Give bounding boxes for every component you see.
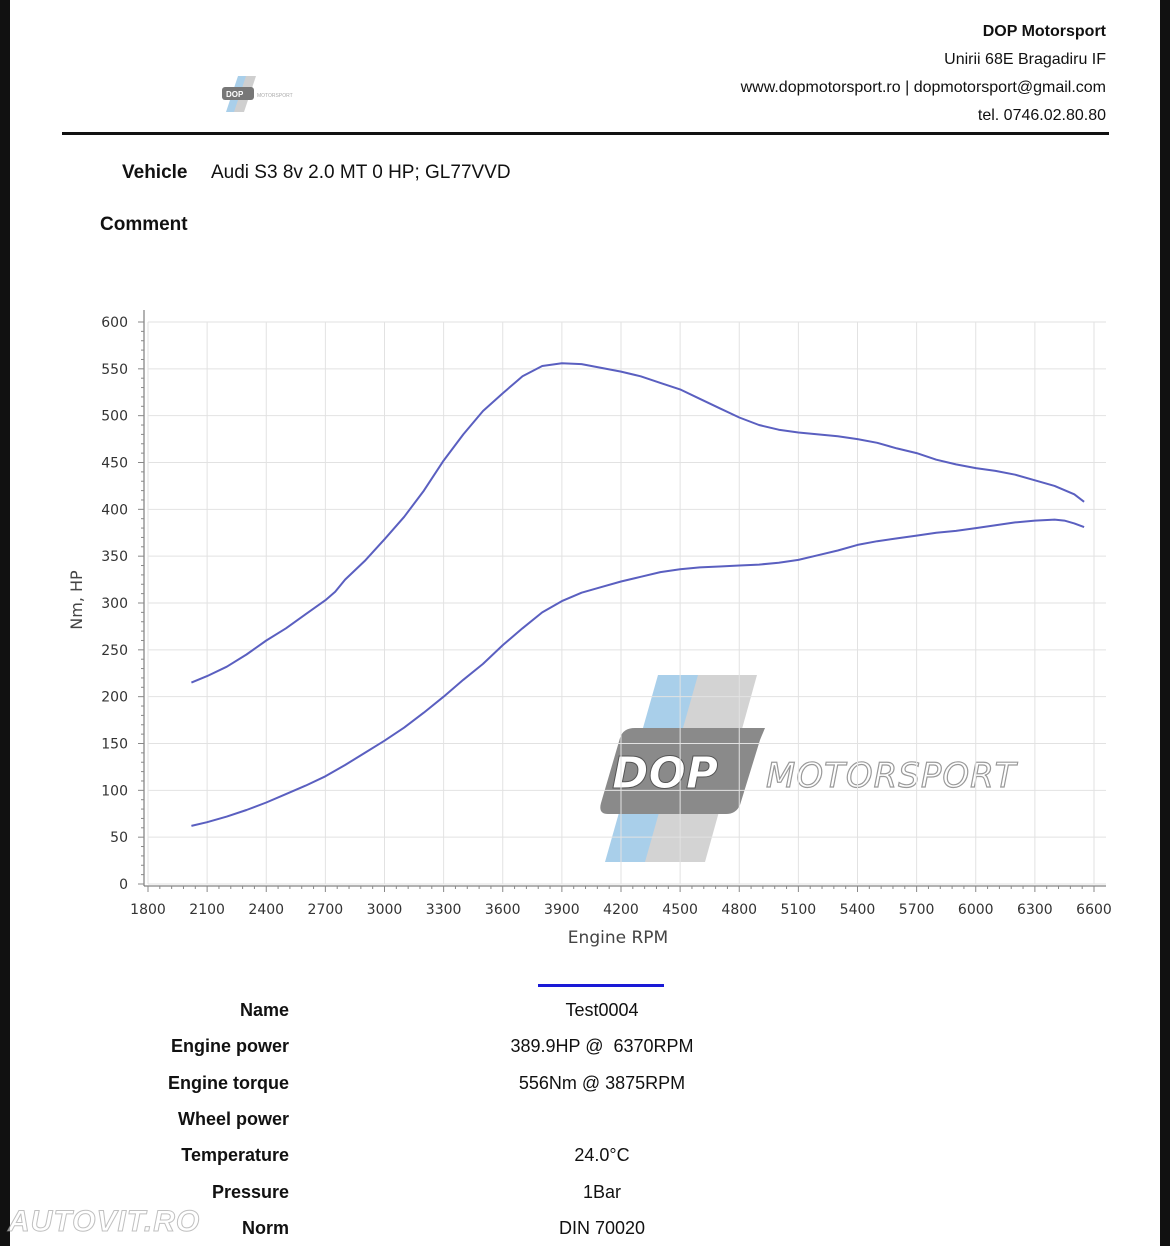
- result-row: Norm DIN 70020: [0, 1218, 1170, 1248]
- result-value: DIN 70020: [558, 1218, 646, 1238]
- y-axis-label: Nm, HP: [67, 570, 86, 630]
- vehicle-value: Audi S3 8v 2.0 MT 0 HP; GL77VVD: [211, 162, 511, 183]
- chart-axes: [138, 310, 1106, 892]
- x-tick-label: 5100: [781, 902, 817, 918]
- result-value: 1Bar: [582, 1182, 622, 1202]
- dop-watermark-logo: DOP MOTORSPORT: [600, 675, 1017, 862]
- x-tick-label: 3300: [426, 902, 462, 918]
- left-frame-border: [0, 0, 10, 1246]
- company-name: DOP Motorsport: [982, 23, 1106, 40]
- result-row: Wheel power: [0, 1109, 1170, 1139]
- x-tick-label: 4200: [603, 902, 639, 918]
- x-tick-label: 6000: [958, 902, 994, 918]
- company-web-email: www.dopmotorsport.ro | dopmotorsport@gma…: [740, 79, 1106, 96]
- x-tick-label: 4500: [662, 902, 698, 918]
- x-tick-label: 3000: [367, 902, 403, 918]
- watermark-mark: DOP: [612, 748, 718, 799]
- y-tick-label: 50: [110, 830, 128, 846]
- header-divider: [62, 132, 1109, 135]
- y-tick-label: 350: [101, 549, 128, 565]
- result-value: 556Nm @ 3875RPM: [518, 1073, 686, 1093]
- dop-logo-small: DOP MOTORSPORT: [222, 76, 293, 112]
- chart-tick-labels: 1800 2100 2400 2700 3000 3300 3600 3900 4200 4500…: [101, 315, 1112, 918]
- result-row: Name Test0004: [0, 1000, 1170, 1030]
- y-tick-label: 300: [101, 596, 128, 612]
- company-header: DOP Motorsport Unirii 68E Bragadiru IF w…: [741, 18, 1106, 130]
- y-tick-label: 200: [101, 690, 128, 706]
- result-row: Engine power 389.9HP @ 6370RPM: [0, 1036, 1170, 1066]
- series-line-1: [191, 362, 1085, 684]
- y-tick-label: 250: [101, 643, 128, 659]
- result-key: Engine power: [170, 1036, 289, 1056]
- y-tick-label: 100: [101, 783, 128, 799]
- result-key: Name: [239, 1000, 289, 1020]
- chart-curves: [191, 362, 1085, 827]
- x-tick-label: 2100: [189, 902, 225, 918]
- result-key: Norm: [241, 1218, 289, 1238]
- y-tick-label: 150: [101, 737, 128, 753]
- x-tick-label: 4800: [721, 902, 757, 918]
- logo-small-subtitle: MOTORSPORT: [257, 93, 293, 99]
- dyno-chart: DOP MOTORSPORT 1800 2100 2400 2700 3000 3300 36…: [67, 310, 1112, 948]
- x-tick-label: 1800: [130, 902, 166, 918]
- result-key: Temperature: [181, 1145, 289, 1165]
- result-value: 24.0°C: [574, 1145, 630, 1165]
- right-frame-border: [1160, 0, 1170, 1246]
- result-key: Wheel power: [177, 1109, 289, 1129]
- y-tick-label: 500: [101, 409, 128, 425]
- result-row: Temperature 24.0°C: [0, 1145, 1170, 1175]
- x-tick-label: 6300: [1017, 902, 1053, 918]
- x-axis-label: Engine RPM: [568, 928, 668, 948]
- x-tick-label: 3900: [544, 902, 580, 918]
- x-tick-label: 3600: [485, 902, 521, 918]
- vehicle-label: Vehicle: [122, 162, 188, 183]
- y-tick-label: 550: [101, 362, 128, 378]
- logo-small-mark: DOP: [226, 90, 244, 99]
- company-address: Unirii 68E Bragadiru IF: [944, 51, 1106, 68]
- company-phone: tel. 0746.02.80.80: [977, 107, 1106, 124]
- y-tick-label: 450: [101, 456, 128, 472]
- x-tick-label: 2400: [248, 902, 284, 918]
- x-tick-label: 2700: [308, 902, 344, 918]
- legend-line: [538, 984, 664, 987]
- watermark-badge: [600, 728, 765, 814]
- result-row: Engine torque 556Nm @ 3875RPM: [0, 1073, 1170, 1103]
- y-tick-label: 600: [101, 315, 128, 331]
- x-tick-label: 5400: [840, 902, 876, 918]
- y-tick-label: 400: [101, 502, 128, 518]
- series-line-2: [191, 518, 1085, 827]
- x-tick-label: 5700: [899, 902, 935, 918]
- comment-label: Comment: [100, 214, 188, 235]
- x-tick-label: 6600: [1076, 902, 1112, 918]
- result-value: Test0004: [565, 1000, 639, 1020]
- result-row: Pressure 1Bar: [0, 1182, 1170, 1212]
- autovit-watermark: AUTOVIT.RO: [7, 1205, 201, 1239]
- result-value: 389.9HP @ 6370RPM: [510, 1036, 694, 1056]
- result-key: Engine torque: [168, 1073, 289, 1093]
- y-tick-label: 0: [119, 877, 128, 893]
- result-key: Pressure: [211, 1182, 289, 1202]
